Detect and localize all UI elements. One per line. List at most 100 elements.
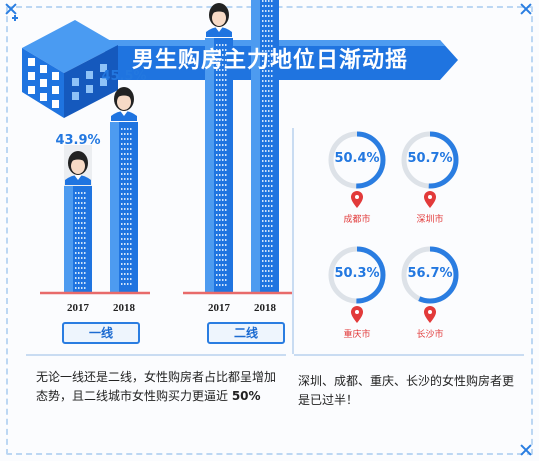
bar-window bbox=[219, 174, 221, 176]
bar-window bbox=[219, 69, 221, 71]
bar-window bbox=[265, 175, 267, 177]
bar-window bbox=[216, 149, 218, 151]
bar-window bbox=[84, 247, 86, 249]
bar-window bbox=[130, 143, 132, 145]
bar-window bbox=[262, 125, 264, 127]
bar-window bbox=[130, 248, 132, 250]
bar-window bbox=[271, 280, 273, 282]
bar-window bbox=[222, 164, 224, 166]
bar-window bbox=[268, 75, 270, 77]
bar-window bbox=[262, 130, 264, 132]
bar-window bbox=[265, 135, 267, 137]
bar-window bbox=[84, 267, 86, 269]
bar-value-label: 43.9% bbox=[55, 133, 100, 148]
bar-window bbox=[265, 60, 267, 62]
bar-window bbox=[216, 119, 218, 121]
bar-window bbox=[81, 197, 83, 199]
bar-window bbox=[268, 170, 270, 172]
bar-window bbox=[81, 242, 83, 244]
bar-window bbox=[265, 95, 267, 97]
bar-window bbox=[130, 243, 132, 245]
bar-window bbox=[216, 189, 218, 191]
bar-window bbox=[222, 249, 224, 251]
bar-window bbox=[262, 80, 264, 82]
bar-window bbox=[219, 119, 221, 121]
bar-window bbox=[222, 224, 224, 226]
bar-window bbox=[219, 194, 221, 196]
bar-window bbox=[75, 212, 77, 214]
bar-window bbox=[216, 109, 218, 111]
bar-window bbox=[75, 262, 77, 264]
bar-window bbox=[225, 124, 227, 126]
bar-window bbox=[130, 148, 132, 150]
bar-window bbox=[265, 250, 267, 252]
bar-window bbox=[222, 44, 224, 46]
bar-window bbox=[127, 143, 129, 145]
bar-window bbox=[262, 60, 264, 62]
bar-window bbox=[216, 164, 218, 166]
bar-window bbox=[262, 135, 264, 137]
bar-window bbox=[219, 169, 221, 171]
bar-window bbox=[216, 219, 218, 221]
bar-window bbox=[78, 252, 80, 254]
bar-window bbox=[124, 153, 126, 155]
note-left: 无论一线还是二线，女性购房者占比都呈增加态势，且二线城市女性购买力更逼近 50% bbox=[36, 368, 284, 406]
bar-window bbox=[121, 178, 123, 180]
bar-window bbox=[225, 184, 227, 186]
bar-window bbox=[222, 199, 224, 201]
bar-window bbox=[268, 265, 270, 267]
bar-window bbox=[268, 245, 270, 247]
bar-window bbox=[268, 60, 270, 62]
bar-window bbox=[127, 243, 129, 245]
bar-window bbox=[127, 188, 129, 190]
bar-window bbox=[265, 125, 267, 127]
bar-window bbox=[271, 190, 273, 192]
bar-window bbox=[124, 128, 126, 130]
bar-window bbox=[219, 99, 221, 101]
bar-window bbox=[265, 270, 267, 272]
bar-window bbox=[78, 247, 80, 249]
bar-window bbox=[84, 232, 86, 234]
bar-window bbox=[262, 110, 264, 112]
bar-window bbox=[225, 69, 227, 71]
bar-window bbox=[271, 50, 273, 52]
bar-window bbox=[265, 145, 267, 147]
bar-window bbox=[262, 10, 264, 12]
location-pin-icon bbox=[351, 191, 363, 208]
bar-window bbox=[271, 170, 273, 172]
bar-window bbox=[262, 205, 264, 207]
vertical-divider bbox=[292, 128, 294, 354]
bar-window bbox=[130, 283, 132, 285]
bar-window bbox=[84, 197, 86, 199]
bar-window bbox=[216, 179, 218, 181]
bar-window bbox=[222, 109, 224, 111]
bar-window bbox=[130, 258, 132, 260]
bar-window bbox=[268, 20, 270, 22]
bar-window bbox=[262, 225, 264, 227]
bar-window bbox=[265, 195, 267, 197]
bar-window bbox=[265, 220, 267, 222]
bar-window bbox=[124, 228, 126, 230]
bar-window bbox=[219, 54, 221, 56]
bar-window bbox=[268, 230, 270, 232]
bar-window bbox=[271, 25, 273, 27]
bar-window bbox=[262, 65, 264, 67]
woman-icon bbox=[65, 151, 91, 185]
bar-window bbox=[219, 154, 221, 156]
city-name-label: 成都市 bbox=[343, 215, 371, 225]
bar-window bbox=[225, 279, 227, 281]
bar-window bbox=[265, 140, 267, 142]
bar-window bbox=[222, 264, 224, 266]
bar-window bbox=[262, 0, 264, 2]
bar-window bbox=[75, 197, 77, 199]
bar-window bbox=[130, 268, 132, 270]
bar-window bbox=[124, 208, 126, 210]
bar-window bbox=[78, 257, 80, 259]
bar-window bbox=[271, 210, 273, 212]
bar-window bbox=[222, 144, 224, 146]
city-name-label: 长沙市 bbox=[416, 330, 444, 340]
bar-window bbox=[121, 238, 123, 240]
bar-window bbox=[268, 15, 270, 17]
bar-window bbox=[225, 64, 227, 66]
bar-window bbox=[216, 234, 218, 236]
